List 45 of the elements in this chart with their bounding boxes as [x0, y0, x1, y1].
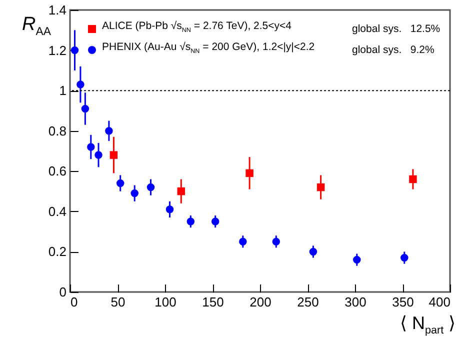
- y-tick-label: 0.8: [48, 123, 66, 138]
- point: [166, 206, 174, 214]
- point: [81, 104, 90, 113]
- x-tick-label: 350: [392, 294, 414, 310]
- point: [70, 46, 79, 54]
- x-tick-label: 200: [250, 294, 272, 310]
- point: [76, 80, 84, 88]
- point: [409, 175, 417, 184]
- x-tick-label: 250: [297, 294, 319, 310]
- point: [87, 143, 95, 151]
- point: [239, 238, 247, 246]
- point: [316, 183, 325, 192]
- point: [353, 256, 361, 264]
- y-tick-label: 1.2: [48, 42, 66, 58]
- point: [211, 218, 220, 226]
- point: [272, 238, 280, 246]
- annotation: global sys. 12.5%: [352, 22, 440, 37]
- x-tick-label: 300: [344, 294, 366, 310]
- point: [116, 179, 124, 188]
- point: [309, 248, 318, 256]
- y-axis-title: R$_{AA}$: [22, 14, 51, 38]
- x-tick-label: 400: [428, 294, 450, 310]
- x-tick-label: 0: [70, 294, 78, 310]
- y-tick-label: 0.6: [48, 164, 66, 179]
- point: [94, 151, 102, 159]
- point: [186, 218, 195, 226]
- y-tick-label: 0.4: [48, 204, 66, 219]
- y-tick-label: 0: [59, 284, 66, 300]
- x-tick-label: 150: [202, 294, 224, 310]
- annotation: global sys. 9.2%: [352, 42, 436, 58]
- point: [130, 189, 138, 198]
- point: [177, 187, 186, 196]
- point: [246, 169, 254, 178]
- x-axis-title: ⟨ N$_{part}$ ⟩: [400, 312, 456, 337]
- x-tick-label: 50: [110, 294, 126, 310]
- legend-label: PHENIX (Au-Au √s$_{NN}$ = 200 GeV), 1.2<|y|<2.2: [102, 40, 316, 58]
- point: [105, 126, 113, 135]
- y-tick-label: 1: [59, 83, 66, 98]
- point: [146, 183, 155, 192]
- x-tick-label: 100: [154, 294, 176, 310]
- legend-label: ALICE (Pb-Pb √s$_{NN}$ = 2.76 TeV), 2.5<y<4: [102, 19, 292, 36]
- y-tick-label: 1.4: [48, 2, 66, 18]
- point: [110, 151, 118, 159]
- y-tick-label: 0.2: [48, 244, 66, 260]
- point: [400, 254, 408, 262]
